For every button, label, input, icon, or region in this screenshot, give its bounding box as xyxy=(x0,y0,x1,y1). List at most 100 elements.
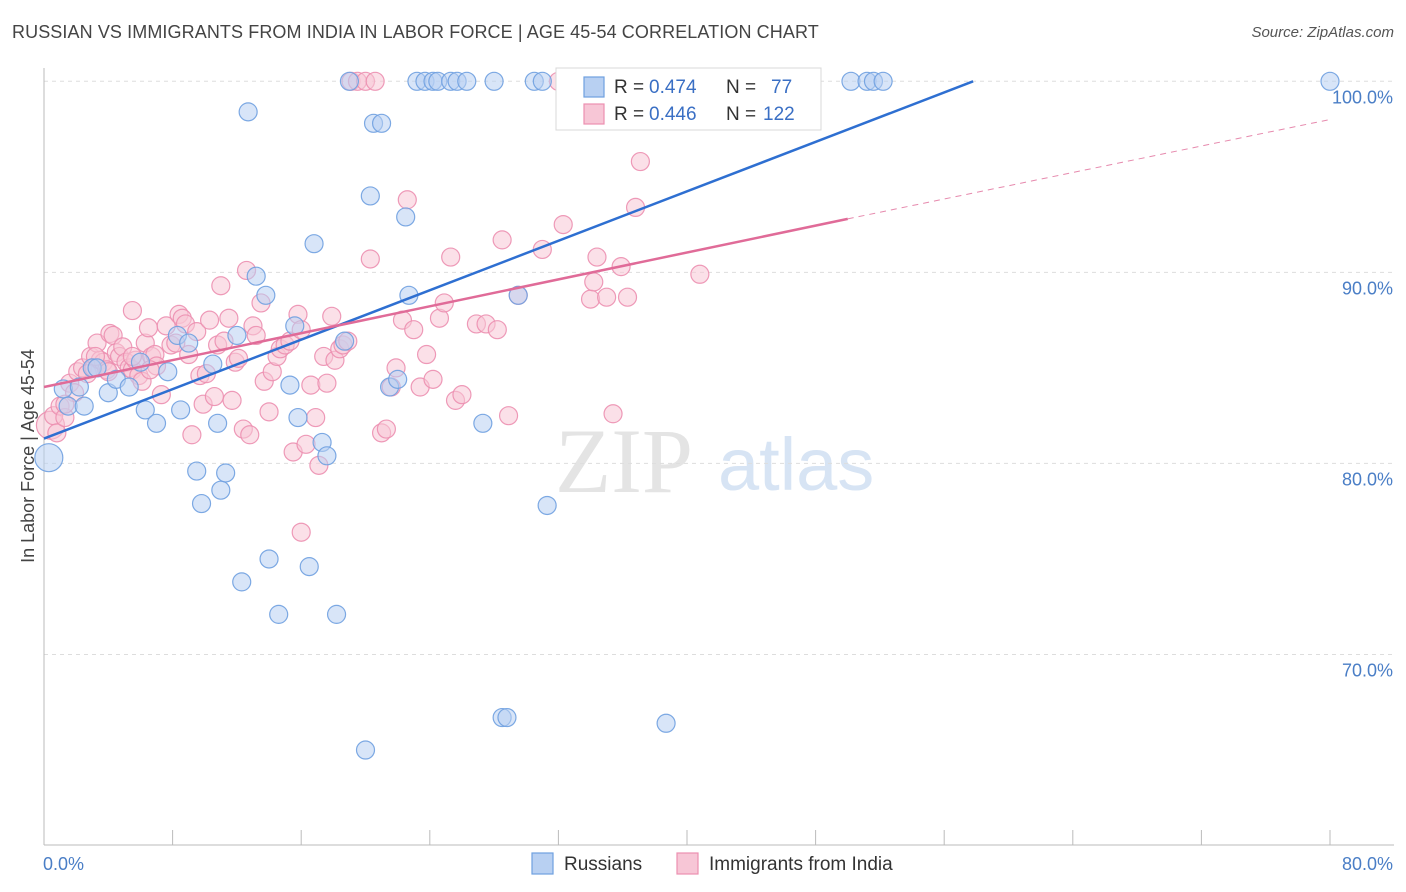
russian-point xyxy=(841,71,861,91)
india-point xyxy=(587,247,607,267)
russian-point xyxy=(259,549,279,569)
india-point xyxy=(580,289,601,309)
russian-point xyxy=(280,375,300,395)
india-points xyxy=(35,71,710,542)
russian-point xyxy=(246,266,266,286)
india-point xyxy=(204,386,224,407)
bottom-legend-label-india: Immigrants from India xyxy=(709,854,893,875)
y-tick-labels: 70.0% 80.0% 90.0% 100.0% xyxy=(1332,87,1393,680)
russian-point xyxy=(58,396,78,416)
india-point xyxy=(122,300,143,321)
india-point xyxy=(492,230,512,250)
y-tick-label-90: 90.0% xyxy=(1342,278,1393,298)
y-axis-title: In Labor Force | Age 45-54 xyxy=(18,349,38,563)
russian-point xyxy=(317,446,337,466)
india-trend-extension xyxy=(847,119,1331,220)
russian-point xyxy=(873,71,893,91)
top-legend: R = 0.474 N = 77 R = 0.446 N = 122 xyxy=(555,67,822,131)
legend-r-value-russians: 0.474 xyxy=(649,77,697,98)
russian-point xyxy=(227,325,247,346)
legend-swatch-russians xyxy=(583,76,605,98)
legend-n-value-india: 122 xyxy=(763,104,795,125)
russian-point xyxy=(497,707,517,728)
russian-point xyxy=(304,234,324,254)
legend-n-label-india: N = xyxy=(726,104,756,125)
x-tick-label-max: 80.0% xyxy=(1342,854,1393,874)
india-point xyxy=(452,385,472,405)
india-point xyxy=(360,249,380,269)
x-tick-marks xyxy=(43,830,1331,845)
india-point xyxy=(296,434,316,454)
y-tick-label-70: 70.0% xyxy=(1342,661,1393,681)
page-source: Source: ZipAtlas.com xyxy=(1251,24,1394,41)
russian-point xyxy=(191,493,212,514)
russian-point xyxy=(69,377,89,397)
russian-point xyxy=(238,102,258,122)
india-point xyxy=(416,344,437,365)
bottom-legend-label-russians: Russians xyxy=(564,854,642,875)
watermark-zip: ZIP xyxy=(555,410,693,512)
russian-point xyxy=(656,713,676,733)
russian-point xyxy=(537,495,557,516)
india-point xyxy=(397,190,417,210)
india-point xyxy=(182,425,202,445)
india-point xyxy=(690,264,710,284)
russian-point xyxy=(232,572,252,592)
y-tick-label-80: 80.0% xyxy=(1342,469,1393,489)
russian-point xyxy=(355,740,376,760)
russian-point xyxy=(146,413,167,433)
russian-point xyxy=(171,400,191,420)
legend-r-label-russians: R = xyxy=(614,77,644,98)
russian-point xyxy=(484,71,504,91)
india-point xyxy=(246,325,266,346)
india-point xyxy=(138,318,159,338)
india-point xyxy=(603,404,623,424)
india-point xyxy=(584,272,604,292)
bottom-legend: Russians Immigrants from India xyxy=(531,852,893,875)
india-point xyxy=(441,247,461,267)
russian-point xyxy=(179,333,199,353)
watermark: ZIP atlas xyxy=(555,410,874,512)
india-point xyxy=(423,369,443,389)
russian-point xyxy=(256,285,276,305)
bottom-legend-swatch-russians xyxy=(531,852,554,875)
russian-point xyxy=(473,413,493,433)
russian-point xyxy=(360,186,380,206)
legend-n-label-russians: N = xyxy=(726,77,756,98)
russian-point xyxy=(532,71,552,91)
india-trend-line xyxy=(43,217,849,389)
russian-point xyxy=(371,113,392,133)
page-title: RUSSIAN VS IMMIGRANTS FROM INDIA IN LABO… xyxy=(12,22,819,42)
india-point xyxy=(306,407,326,428)
india-point xyxy=(211,276,231,296)
russian-point xyxy=(299,557,319,577)
india-point xyxy=(498,406,519,426)
russian-point xyxy=(326,604,347,624)
russian-point xyxy=(388,369,408,389)
russian-point xyxy=(187,461,207,481)
russians-trend-line xyxy=(43,80,974,440)
india-point xyxy=(553,215,573,235)
trend-lines xyxy=(43,80,1331,440)
russian-point xyxy=(288,407,308,428)
x-tick-label-min: 0.0% xyxy=(43,854,84,874)
india-point xyxy=(376,419,396,439)
india-point xyxy=(240,425,260,445)
legend-swatch-india xyxy=(583,103,605,125)
india-point xyxy=(291,522,311,542)
russian-point xyxy=(457,71,477,91)
india-point xyxy=(259,402,279,422)
watermark-atlas: atlas xyxy=(718,423,874,506)
india-point xyxy=(487,320,507,340)
russian-point xyxy=(396,207,416,227)
russian-point xyxy=(74,396,94,416)
india-point xyxy=(597,287,617,307)
legend-n-value-russians: 77 xyxy=(771,77,792,98)
india-point xyxy=(219,308,239,328)
russian-point xyxy=(34,443,64,473)
legend-r-label-india: R = xyxy=(614,104,644,125)
russian-point xyxy=(339,71,360,91)
india-point xyxy=(404,320,424,340)
india-point xyxy=(199,310,220,330)
